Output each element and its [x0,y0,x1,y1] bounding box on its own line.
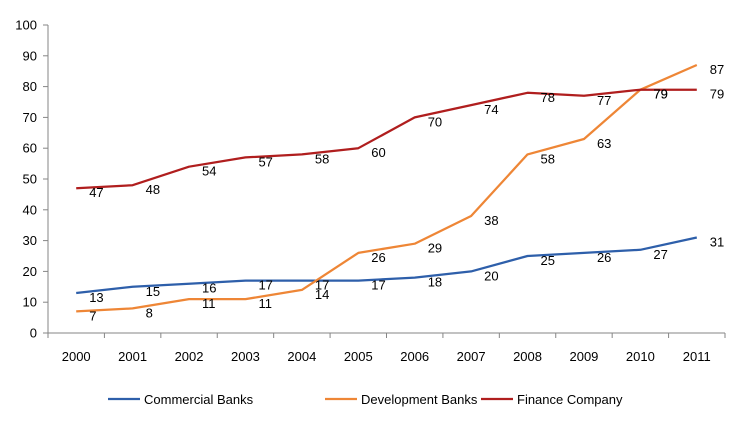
x-tick-label: 2001 [118,349,147,364]
data-label: 74 [484,102,498,117]
data-label: 27 [653,247,667,262]
data-label: 11 [258,296,272,311]
y-tick-label: 70 [23,110,37,125]
data-label: 17 [258,278,272,293]
data-label: 18 [428,275,442,290]
data-label: 17 [371,278,385,293]
x-axis: 2000 2001 2002 2003 2004 2005 2006 2007 2008 2009… [47,332,726,364]
x-tick-label: 2005 [344,349,373,364]
x-tick-label: 2004 [287,349,316,364]
data-label: 54 [202,164,216,179]
data-label: 31 [710,235,724,250]
data-label: 58 [315,151,329,166]
x-tick-label: 2009 [569,349,598,364]
y-tick-label: 50 [23,172,37,187]
y-tick-label: 90 [23,48,37,63]
data-label: 48 [146,182,160,197]
data-label: 79 [653,87,667,102]
data-label: 20 [484,268,498,283]
y-tick-label: 60 [23,141,37,156]
legend-label: Finance Company [517,392,623,407]
y-tick-label: 30 [23,233,37,248]
x-tick-label: 2000 [62,349,91,364]
data-label: 47 [89,185,103,200]
y-tick-label: 40 [23,202,37,217]
data-label: 87 [710,62,724,77]
x-tick-label: 2008 [513,349,542,364]
data-label: 79 [710,87,724,102]
data-label: 26 [371,250,385,265]
data-label: 15 [146,284,160,299]
y-tick-label: 80 [23,79,37,94]
data-label: 13 [89,290,103,305]
data-label: 11 [202,296,216,311]
data-label: 25 [541,253,555,268]
data-label: 63 [597,136,611,151]
series-line-0 [76,236,698,295]
data-label: 60 [371,145,385,160]
y-tick-label: 0 [30,326,37,341]
data-label: 16 [202,281,216,296]
x-tick-label: 2007 [457,349,486,364]
y-tick-label: 10 [23,295,37,310]
data-label: 7 [89,308,96,323]
data-label: 26 [597,250,611,265]
y-tick-label: 20 [23,264,37,279]
data-label: 58 [541,151,555,166]
data-label: 57 [258,154,272,169]
data-label: 8 [146,305,153,320]
series-lines [76,63,698,313]
y-axis: 0 10 20 30 40 50 60 70 80 90 100 [15,18,49,341]
x-tick-label: 2010 [626,349,655,364]
data-label: 38 [484,213,498,228]
data-label: 14 [315,287,329,302]
legend: Commercial Banks Development Banks Finance… [108,392,623,407]
data-label: 17 [315,278,329,293]
legend-label: Commercial Banks [144,392,254,407]
x-tick-label: 2003 [231,349,260,364]
data-label: 77 [597,93,611,108]
data-label: 70 [428,114,442,129]
x-tick-label: 2002 [175,349,204,364]
data-label: 79 [653,87,667,102]
data-label: 78 [541,90,555,105]
legend-label: Development Banks [361,392,478,407]
series-line-2 [76,88,697,190]
y-tick-label: 100 [15,18,37,33]
x-tick-label: 2011 [683,349,711,364]
x-tick-label: 2006 [400,349,429,364]
data-label: 29 [428,241,442,256]
series-line-1 [76,63,698,313]
